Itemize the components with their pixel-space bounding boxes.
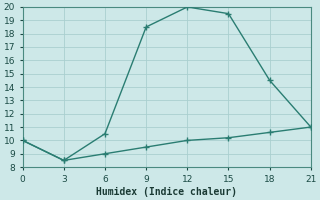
X-axis label: Humidex (Indice chaleur): Humidex (Indice chaleur): [96, 186, 237, 197]
